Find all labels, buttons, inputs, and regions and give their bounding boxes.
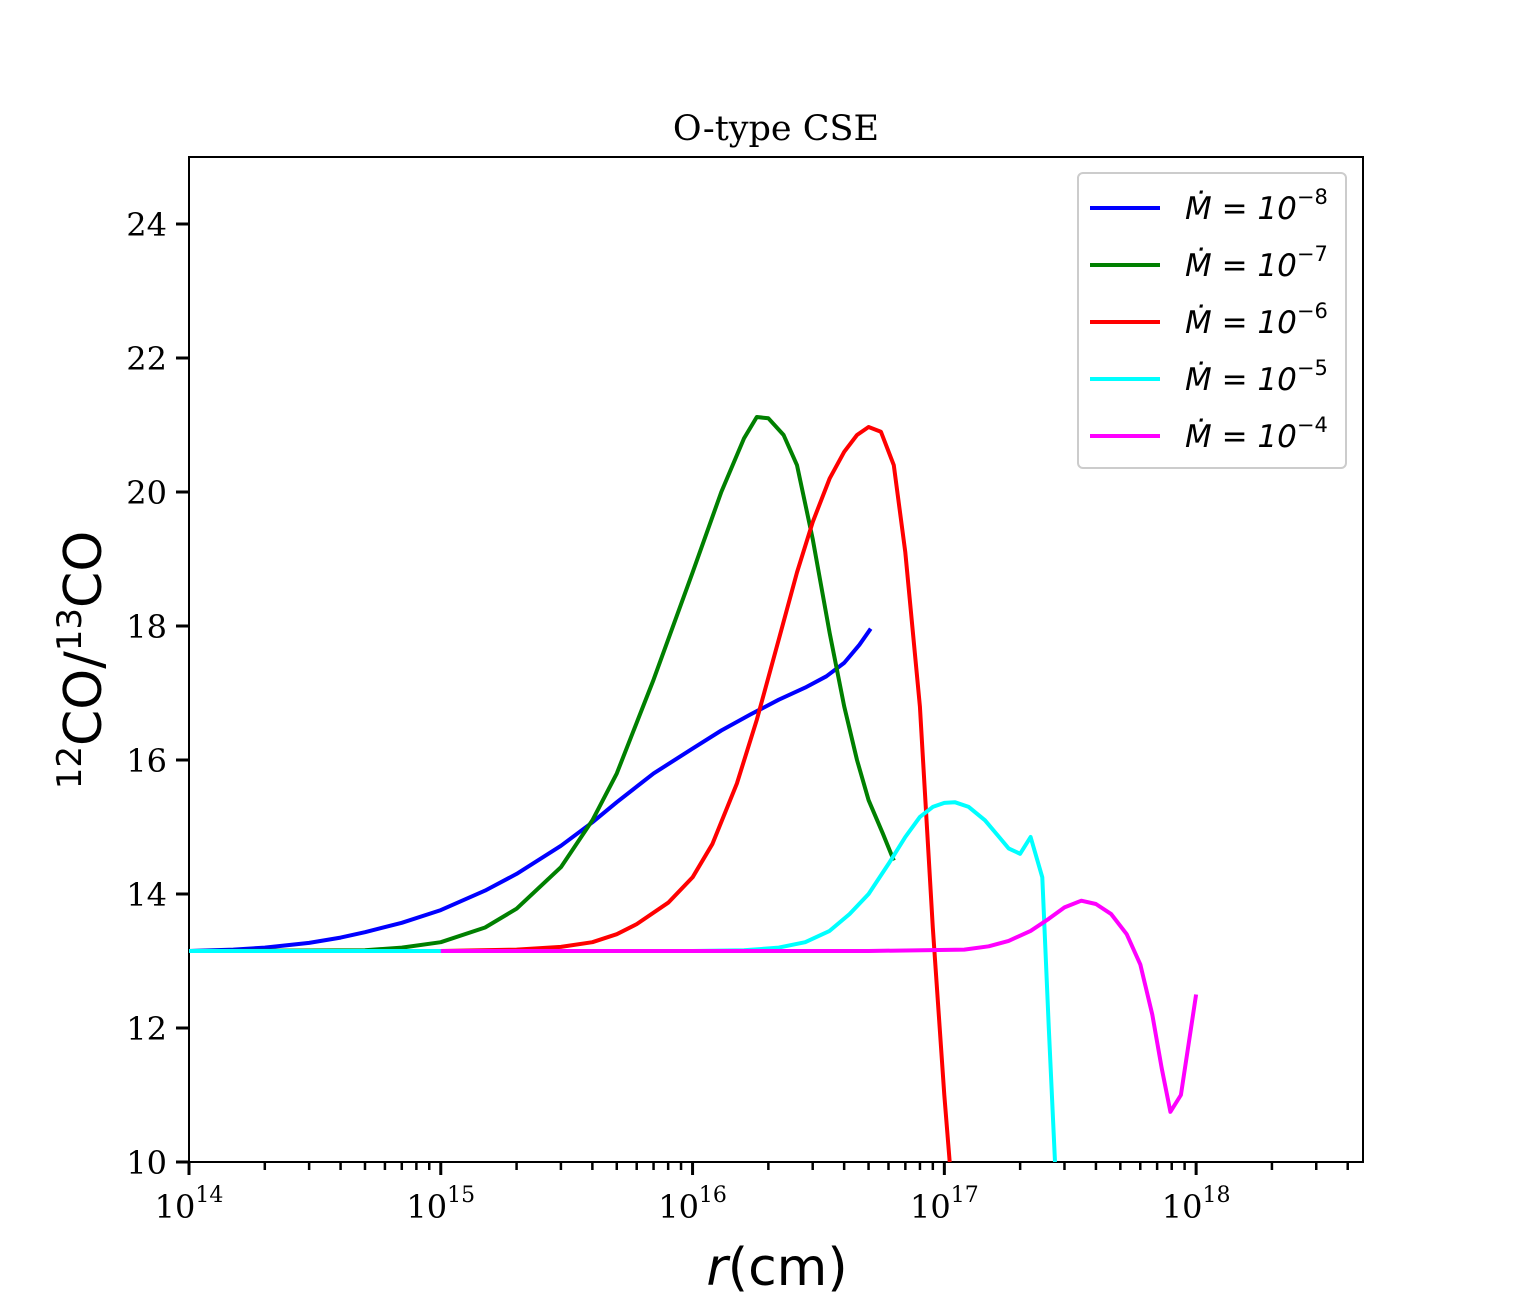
y-axis-label-sup-13: 13 [50,608,90,651]
chart-title: O-type CSE [673,109,879,149]
x-axis-ticks: 1014 1015 1016 1017 1018 [155,1162,1349,1226]
data-lines [189,415,1199,1162]
series-line-3 [440,425,952,1162]
x-axis-label-var: r [706,1238,731,1298]
y-tick-label: 14 [126,876,167,914]
x-tick-label: 1018 [1162,1183,1231,1226]
x-tick-label: 1015 [406,1183,475,1226]
legend-label: Ṁ = 10−8 [1185,185,1328,227]
y-tick-label: 20 [126,474,167,512]
legend-label: Ṁ = 10−4 [1185,413,1328,455]
series-line-4 [189,800,1057,1162]
y-axis-label-sup-12: 12 [50,746,90,789]
y-axis-label: 12CO/13CO [50,531,114,790]
y-axis-label-co-2: CO [54,531,114,608]
legend-label: Ṁ = 10−6 [1185,299,1328,341]
x-tick-label: 1014 [155,1183,224,1226]
legend-label: Ṁ = 10−5 [1185,356,1328,398]
x-axis-label-unit: (cm) [728,1238,848,1298]
legend: Ṁ = 10−8 Ṁ = 10−7 Ṁ = 10−6 Ṁ = 10−5 Ṁ = 10−4 [1077,172,1347,469]
legend-label: Ṁ = 10−7 [1185,242,1328,284]
x-tick-label: 1017 [910,1183,979,1226]
y-tick-label: 10 [126,1144,167,1182]
y-tick-label: 22 [126,340,167,378]
y-tick-label: 16 [126,742,167,780]
y-axis-ticks: 10 12 14 16 18 20 22 24 [126,206,189,1182]
legend-box [1077,172,1347,469]
x-axis-label: r(cm) [706,1238,847,1298]
series-line-2 [189,415,896,953]
y-tick-label: 24 [126,206,167,244]
y-axis-label-co-1: CO/ [54,651,114,746]
x-tick-label: 1016 [658,1183,727,1226]
y-tick-label: 12 [126,1010,167,1048]
series-line-5 [440,898,1199,1114]
y-tick-label: 18 [126,608,167,646]
